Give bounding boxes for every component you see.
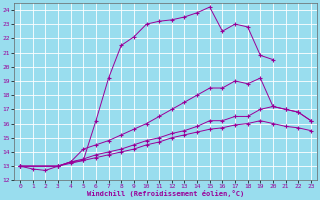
X-axis label: Windchill (Refroidissement éolien,°C): Windchill (Refroidissement éolien,°C): [87, 190, 244, 197]
